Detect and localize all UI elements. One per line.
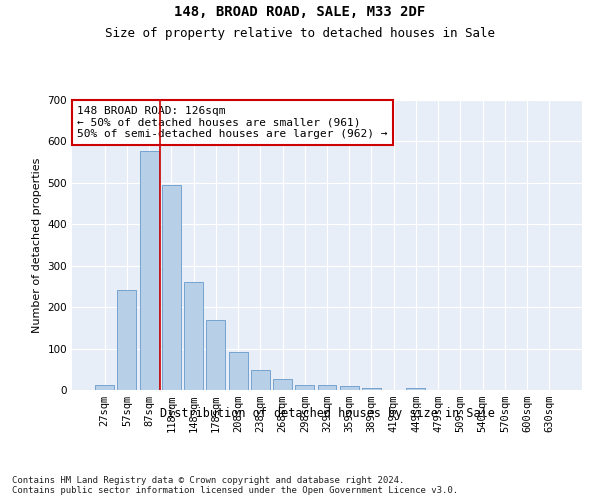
- Bar: [317, 386, 337, 390]
- Bar: [273, 379, 292, 390]
- Bar: [340, 386, 359, 390]
- Bar: [295, 384, 314, 390]
- Bar: [229, 352, 248, 390]
- Bar: [162, 185, 181, 390]
- Bar: [140, 150, 158, 390]
- Bar: [206, 320, 225, 390]
- Bar: [362, 388, 381, 390]
- Bar: [184, 282, 203, 390]
- Text: Size of property relative to detached houses in Sale: Size of property relative to detached ho…: [105, 28, 495, 40]
- Bar: [95, 385, 114, 390]
- Bar: [251, 370, 270, 390]
- Text: Contains HM Land Registry data © Crown copyright and database right 2024.
Contai: Contains HM Land Registry data © Crown c…: [12, 476, 458, 495]
- Text: 148, BROAD ROAD, SALE, M33 2DF: 148, BROAD ROAD, SALE, M33 2DF: [175, 5, 425, 19]
- Text: 148 BROAD ROAD: 126sqm
← 50% of detached houses are smaller (961)
50% of semi-de: 148 BROAD ROAD: 126sqm ← 50% of detached…: [77, 106, 388, 139]
- Y-axis label: Number of detached properties: Number of detached properties: [32, 158, 42, 332]
- Text: Distribution of detached houses by size in Sale: Distribution of detached houses by size …: [160, 408, 494, 420]
- Bar: [118, 290, 136, 390]
- Bar: [406, 388, 425, 390]
